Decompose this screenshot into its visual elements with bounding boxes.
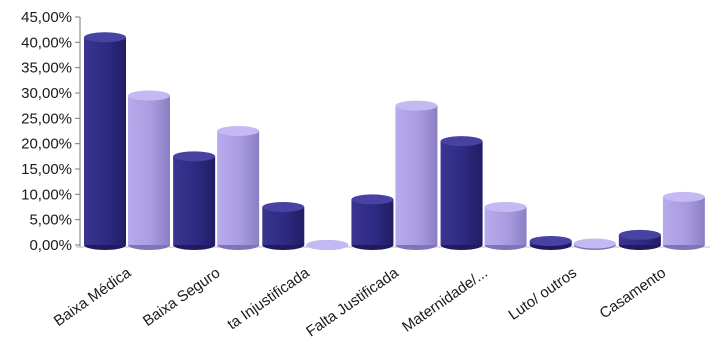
x-tick-label: Baixa Seguro [140,264,224,330]
y-tick-label: 15,00% [21,161,72,178]
y-tick-label: 40,00% [21,34,72,51]
bar [306,240,349,250]
y-tick-label: 10,00% [21,186,72,203]
y-tick-label: 45,00% [21,9,72,26]
x-tick-label: ta Injustificada [224,264,313,333]
y-tick-label: 25,00% [21,110,72,127]
y-tick-label: 0,00% [29,237,72,254]
bars [84,32,705,250]
x-axis-labels: Baixa Médica Baixa Seguro ta Injustificada… [51,264,669,340]
bar [484,202,527,250]
bar [217,126,260,250]
bar [529,235,572,250]
x-tick-label: Baixa Médica [51,264,135,330]
bar [440,136,483,250]
y-tick-label: 35,00% [21,60,72,77]
bar [662,191,705,250]
bar [618,229,661,250]
bar [84,32,126,250]
x-tick-label: Luto/ outros [505,264,580,323]
y-axis: 0,00% 5,00% 10,00% 15,00% 20,00% 25,00% 30,00%… [21,9,710,254]
x-tick-label: Casamento [597,264,670,322]
y-tick-label: 20,00% [21,136,72,153]
x-tick-label: Falta Justificada [303,264,402,340]
bar [573,238,616,250]
y-tick-label: 5,00% [29,212,72,229]
bar [128,90,170,250]
bar [262,202,305,250]
bar [395,100,438,250]
y-tick-label: 30,00% [21,85,72,102]
x-tick-label: Maternidade/... [399,264,491,335]
bar [173,151,216,250]
bar [351,194,394,250]
